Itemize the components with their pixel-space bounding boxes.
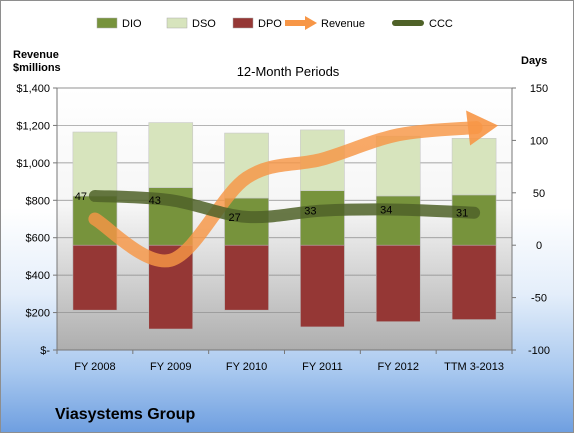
- left-tick-label: $400: [26, 270, 50, 282]
- left-tick-label: $1,000: [16, 158, 50, 170]
- revenue-arrowhead: [466, 110, 499, 146]
- legend-swatch: [96, 17, 118, 29]
- bar-dso: [451, 138, 497, 196]
- bar-dso: [375, 135, 421, 197]
- bar-dpo: [72, 244, 118, 311]
- right-tick-label: 0: [536, 240, 542, 252]
- bar-dio: [375, 195, 421, 246]
- x-tick-label: FY 2010: [226, 361, 267, 373]
- x-tick-label: FY 2012: [378, 361, 419, 373]
- legend-swatch: [166, 17, 188, 29]
- ccc-data-label: 31: [456, 208, 468, 220]
- left-tick-label: $200: [26, 308, 50, 320]
- bar-dpo: [451, 244, 497, 320]
- right-tick-label: 150: [530, 83, 548, 95]
- bar-dpo: [375, 244, 421, 323]
- bar-dpo: [224, 244, 269, 311]
- chart-title: 12-Month Periods: [237, 64, 340, 79]
- ccc-data-label: 33: [304, 206, 316, 218]
- ccc-line: [88, 189, 481, 224]
- revenue-line: [88, 121, 483, 268]
- left-axis-title: Revenue $millions: [13, 49, 62, 74]
- legend-label: DPO: [258, 18, 282, 30]
- legend-label: DIO: [122, 18, 142, 30]
- legend-label: DSO: [192, 18, 216, 30]
- legend-label: CCC: [429, 18, 453, 30]
- bar-dso: [72, 131, 118, 197]
- ccc-data-label: 43: [149, 195, 161, 207]
- x-tick-label: FY 2011: [302, 361, 343, 373]
- bar-dso: [148, 122, 194, 188]
- bar-dio: [451, 194, 497, 246]
- right-tick-label: -100: [528, 345, 550, 357]
- right-axis-title: Days: [521, 55, 547, 67]
- x-tick-label: FY 2009: [150, 361, 191, 373]
- x-tick-label: TTM 3-2013: [444, 361, 504, 373]
- company-name: Viasystems Group: [55, 406, 196, 423]
- x-tick-label: FY 2008: [74, 361, 115, 373]
- left-tick-label: $1,200: [16, 120, 50, 132]
- right-tick-label: -50: [531, 293, 547, 305]
- legend-label: Revenue: [321, 18, 365, 30]
- legend-swatch: [305, 16, 317, 30]
- ccc-data-label: 27: [228, 212, 240, 224]
- left-tick-label: $600: [26, 233, 50, 245]
- left-tick-label: $800: [26, 195, 50, 207]
- legend-swatch: [232, 17, 254, 29]
- ccc-data-label: 47: [75, 191, 87, 203]
- left-tick-label: $-: [40, 345, 50, 357]
- left-tick-label: $1,400: [16, 83, 50, 95]
- bar-dpo: [300, 244, 345, 328]
- right-tick-label: 50: [533, 188, 545, 200]
- right-tick-label: 100: [530, 135, 548, 147]
- ccc-data-label: 34: [380, 205, 392, 217]
